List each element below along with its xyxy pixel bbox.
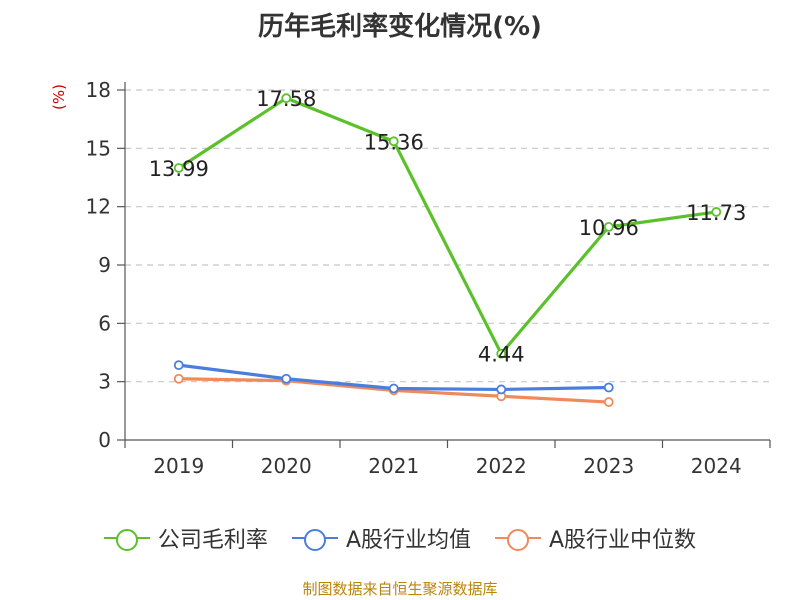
- data-label: 15.36: [364, 130, 424, 154]
- legend-marker-industry-avg: [291, 528, 338, 551]
- series-company-point: [173, 163, 184, 173]
- series-industry-median-point: [603, 397, 614, 407]
- legend-label-industry-avg: A股行业均值: [345, 528, 471, 553]
- series-company-point: [281, 93, 292, 104]
- data-label: 13.99: [149, 157, 209, 181]
- y-tick-label: 6: [98, 311, 111, 335]
- series-industry-avg-point: [603, 382, 614, 393]
- y-tick-label: 9: [98, 253, 111, 277]
- x-tick-label: 2019: [153, 454, 204, 478]
- x-tick-label: 2023: [583, 454, 634, 478]
- x-tick-label: 2022: [476, 454, 527, 478]
- y-tick-label: 18: [86, 78, 111, 102]
- data-label: 17.58: [256, 87, 316, 111]
- legend-item-industry-avg[interactable]: A股行业均值: [291, 522, 471, 554]
- data-source: 制图数据来自恒生聚源数据库: [302, 580, 498, 598]
- series-industry-avg-point: [173, 360, 184, 371]
- chart-title: 历年毛利率变化情况(%): [258, 12, 542, 42]
- x-tick-label: 2020: [261, 454, 312, 478]
- series-industry-avg-point: [388, 383, 399, 394]
- series-company-point: [496, 348, 507, 359]
- data-label: 10.96: [579, 216, 639, 240]
- legend-label-company: 公司毛利率: [157, 528, 268, 553]
- y-tick-label: 3: [98, 370, 111, 394]
- data-label: 11.73: [686, 201, 746, 225]
- legend-marker-company: [103, 528, 150, 551]
- legend-item-company[interactable]: 公司毛利率: [103, 522, 268, 554]
- legend-label-industry-median: A股行业中位数: [549, 528, 697, 553]
- series-industry-avg-point: [496, 384, 507, 395]
- data-label: 4.44: [478, 343, 525, 367]
- legend-item-industry-median[interactable]: A股行业中位数: [495, 522, 696, 554]
- y-tick-label: 15: [86, 136, 111, 160]
- legend: 公司毛利率 A股行业均值 A股行业中位数: [0, 522, 800, 554]
- series-company-point: [603, 221, 614, 232]
- y-tick-label: 12: [86, 195, 111, 219]
- x-tick-label: 2021: [368, 454, 419, 478]
- x-tick-label: 2024: [691, 454, 742, 478]
- y-tick-label: 0: [98, 428, 111, 452]
- series-industry-avg-point: [281, 373, 292, 384]
- series-industry-median-point: [173, 373, 184, 384]
- series-company-line: [177, 96, 717, 356]
- legend-marker-industry-median: [495, 528, 541, 551]
- series-company-point: [388, 136, 399, 147]
- series-company-point: [711, 207, 722, 217]
